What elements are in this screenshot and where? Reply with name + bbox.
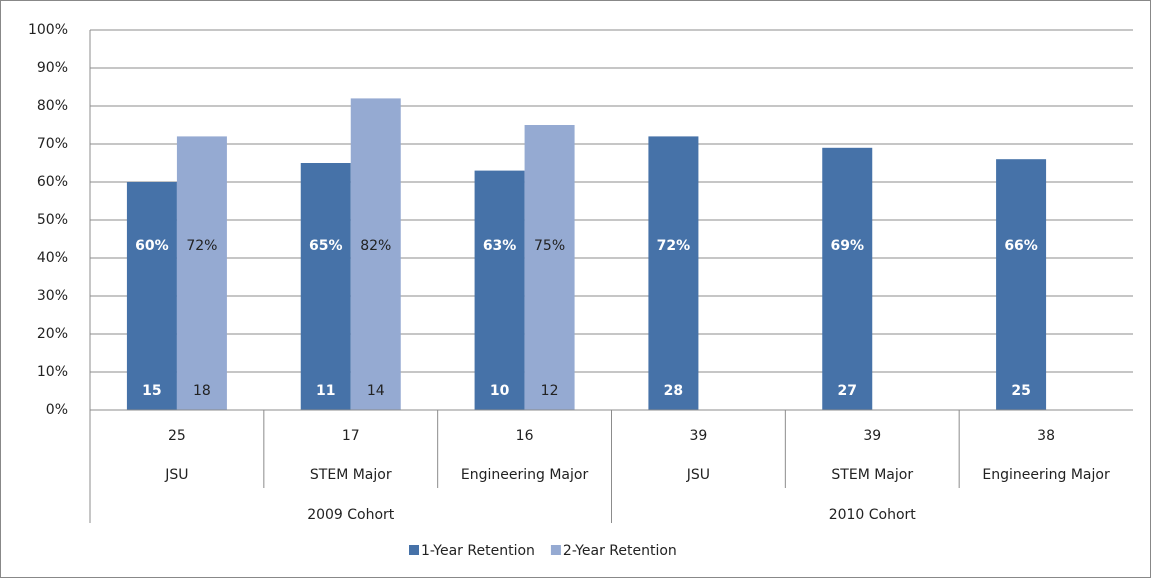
bar — [822, 147, 873, 411]
y-tick-label: 80% — [37, 98, 68, 114]
y-tick-label: 20% — [37, 326, 68, 342]
x-count-label: 39 — [690, 428, 708, 444]
count-label: 12 — [541, 383, 559, 399]
count-label: 25 — [1011, 383, 1030, 399]
y-tick-label: 100% — [28, 22, 68, 38]
bar — [350, 98, 401, 411]
cohort-label: 2009 Cohort — [307, 507, 395, 523]
value-label: 60% — [135, 238, 169, 254]
value-label: 65% — [309, 238, 343, 254]
count-label: 10 — [490, 383, 510, 399]
y-tick-label: 50% — [37, 212, 68, 228]
x-tick-label: JSU — [686, 467, 710, 483]
bar — [474, 170, 525, 410]
count-label: 18 — [193, 383, 211, 399]
x-count-label: 39 — [863, 428, 881, 444]
value-label: 72% — [186, 238, 217, 254]
bar — [648, 136, 699, 410]
legend-swatch — [550, 545, 561, 555]
y-tick-label: 10% — [37, 364, 68, 380]
x-count-label: 17 — [342, 428, 360, 444]
bar — [300, 163, 351, 410]
legend-label: 1-Year Retention — [421, 543, 535, 559]
y-tick-label: 60% — [37, 174, 68, 190]
x-tick-label: STEM Major — [310, 467, 392, 483]
cohort-label: 2010 Cohort — [829, 507, 917, 523]
y-tick-label: 70% — [37, 136, 68, 152]
bar — [524, 125, 575, 410]
value-label: 69% — [830, 238, 864, 254]
y-tick-label: 40% — [37, 250, 68, 266]
x-tick-label: Engineering Major — [461, 467, 589, 483]
count-label: 11 — [316, 383, 335, 399]
count-label: 28 — [664, 383, 683, 399]
value-label: 63% — [483, 238, 517, 254]
bar — [126, 182, 177, 410]
value-label: 75% — [534, 238, 565, 254]
count-label: 15 — [142, 383, 161, 399]
count-label: 14 — [367, 383, 385, 399]
bar — [996, 159, 1047, 410]
legend-swatch — [409, 545, 419, 555]
value-label: 66% — [1004, 238, 1038, 254]
x-count-label: 38 — [1037, 428, 1055, 444]
y-tick-label: 0% — [46, 402, 68, 418]
bar — [176, 136, 227, 410]
value-label: 72% — [657, 238, 691, 254]
y-tick-label: 90% — [37, 60, 68, 76]
value-label: 82% — [360, 238, 391, 254]
x-tick-label: Engineering Major — [982, 467, 1110, 483]
x-tick-label: JSU — [164, 467, 188, 483]
y-tick-label: 30% — [37, 288, 68, 304]
count-label: 27 — [838, 383, 857, 399]
x-tick-label: STEM Major — [831, 467, 913, 483]
legend-label: 2-Year Retention — [563, 543, 677, 559]
x-count-label: 16 — [516, 428, 534, 444]
x-count-label: 25 — [168, 428, 186, 444]
